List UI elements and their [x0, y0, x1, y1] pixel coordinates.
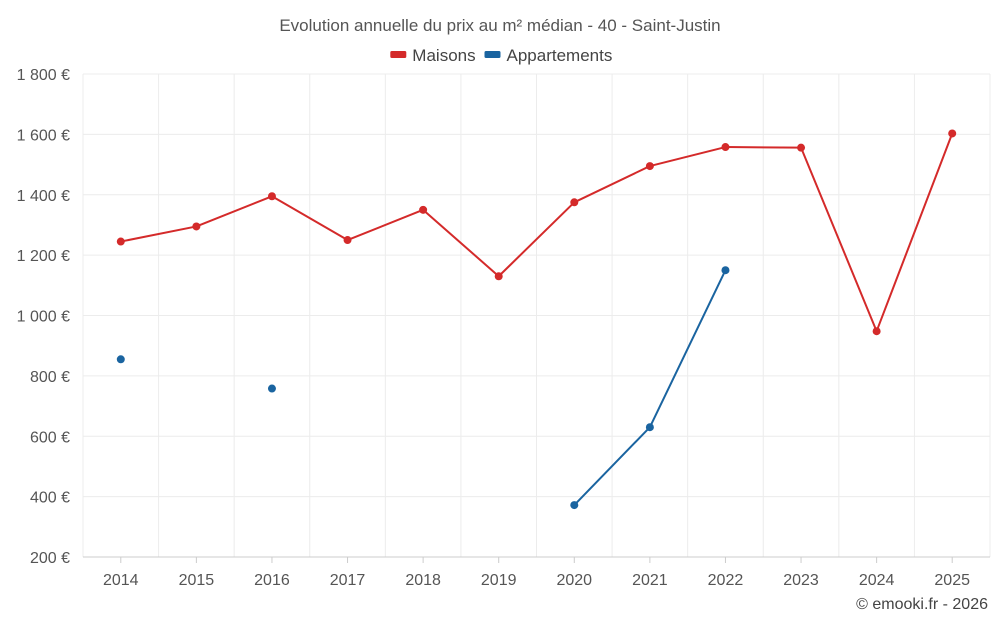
data-point[interactable]: [797, 143, 806, 152]
data-point[interactable]: [419, 205, 428, 214]
series-line-segment: [724, 146, 803, 149]
x-tick-label: 2025: [934, 572, 970, 589]
data-point[interactable]: [645, 162, 654, 171]
legend: Maisons Appartements: [390, 46, 612, 65]
data-point[interactable]: [872, 327, 881, 336]
data-point[interactable]: [948, 129, 957, 138]
data-point[interactable]: [721, 266, 730, 275]
x-tick-label: 2023: [783, 572, 819, 589]
y-tick-label: 400 €: [30, 490, 70, 507]
x-tick-label: 2015: [179, 572, 215, 589]
series-line-segment: [648, 269, 727, 429]
data-point[interactable]: [494, 272, 503, 281]
series-line-segment: [270, 195, 349, 242]
x-tick-label: 2020: [556, 572, 592, 589]
series-line-segment: [497, 201, 576, 278]
x-tick-label: 2019: [481, 572, 517, 589]
y-tick-label: 600 €: [30, 429, 70, 446]
series-line-segment: [875, 132, 954, 333]
axes: 200 € 400 € 600 € 800 € 1 000 € 1 200 € 1 400 …: [17, 67, 990, 589]
series-maisons: [116, 129, 957, 336]
series-layer: [116, 129, 957, 510]
x-tick-label: 2014: [103, 572, 139, 589]
data-point[interactable]: [570, 501, 579, 510]
series-line-segment: [195, 195, 273, 228]
data-point[interactable]: [343, 236, 352, 245]
series-line-segment: [119, 225, 198, 243]
legend-swatch: [390, 51, 407, 58]
data-point[interactable]: [721, 143, 730, 152]
y-tick-label: 1 800 €: [17, 67, 70, 84]
chart-title: Evolution annuelle du prix au m² médian …: [279, 16, 720, 35]
y-tick-label: 1 000 €: [17, 309, 70, 326]
series-line-segment: [648, 146, 727, 168]
data-point[interactable]: [267, 384, 276, 393]
x-tick-label: 2017: [330, 572, 366, 589]
data-point[interactable]: [116, 355, 125, 364]
grid: [82, 73, 991, 558]
x-tick-label: 2016: [254, 572, 290, 589]
data-point[interactable]: [192, 222, 201, 231]
data-point[interactable]: [267, 192, 276, 201]
series-line-segment: [573, 426, 651, 507]
data-point[interactable]: [116, 237, 125, 246]
x-tick-label: 2018: [405, 572, 441, 589]
series-line-segment: [573, 165, 651, 204]
credit-text: © emooki.fr - 2026: [856, 596, 988, 613]
legend-swatch: [484, 51, 501, 58]
data-point[interactable]: [645, 423, 654, 432]
series-appartements: [116, 266, 730, 510]
series-line-segment: [800, 146, 878, 333]
data-point[interactable]: [570, 198, 579, 207]
series-line-segment: [346, 208, 425, 242]
y-tick-label: 1 400 €: [17, 188, 70, 205]
y-tick-label: 800 €: [30, 369, 70, 386]
legend-item-label[interactable]: Maisons: [412, 46, 475, 65]
x-tick-label: 2022: [708, 572, 744, 589]
series-line-segment: [422, 208, 500, 278]
x-tick-label: 2024: [859, 572, 895, 589]
y-tick-label: 1 600 €: [17, 127, 70, 144]
x-tick-label: 2021: [632, 572, 668, 589]
legend-item-label[interactable]: Appartements: [507, 46, 613, 65]
y-tick-label: 1 200 €: [17, 248, 70, 265]
y-tick-label: 200 €: [30, 550, 70, 567]
